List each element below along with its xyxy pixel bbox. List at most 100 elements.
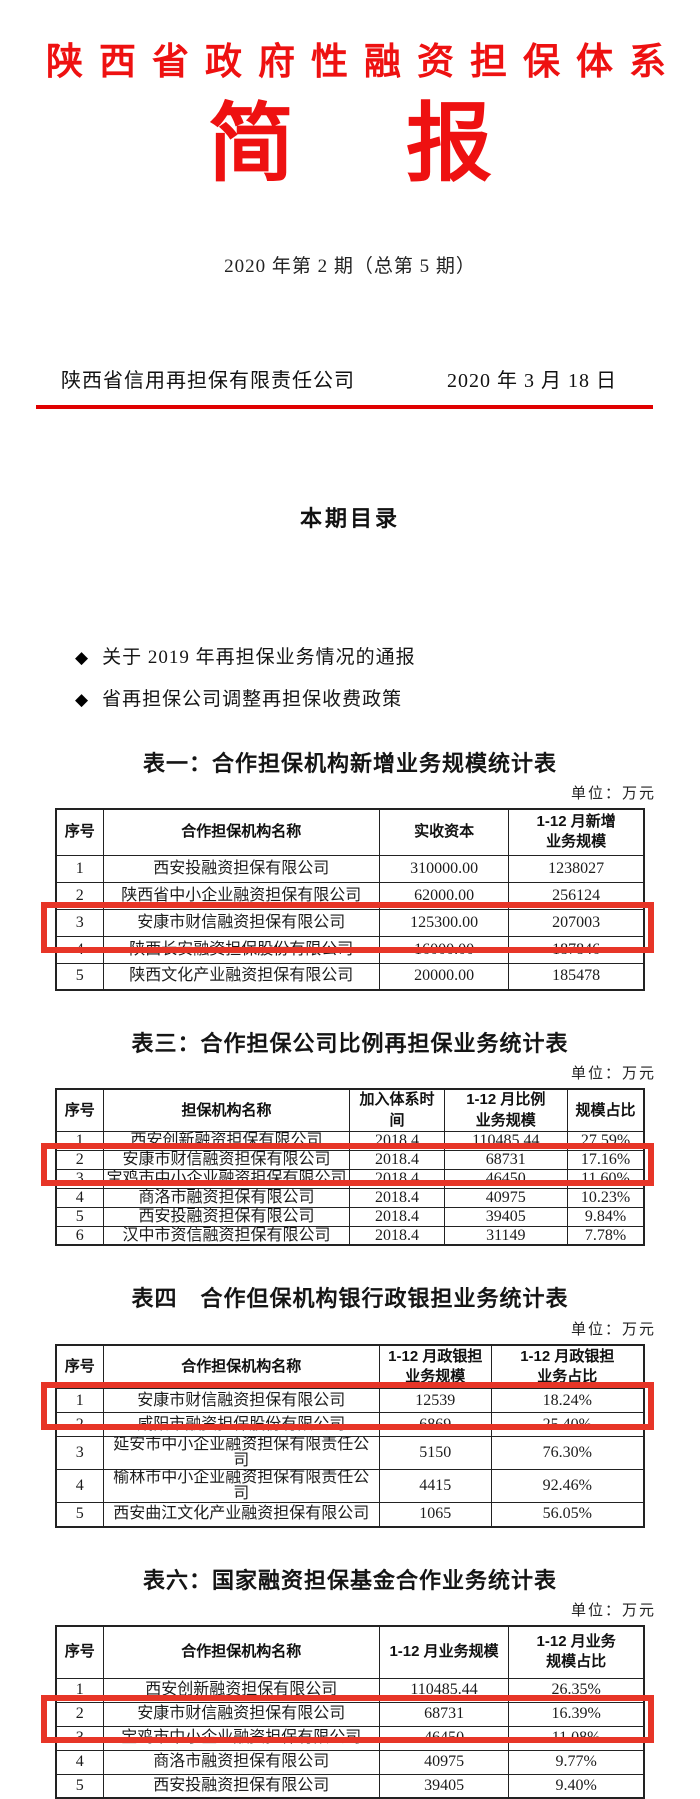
table-cell: 62000.00 (378, 881, 510, 910)
unit-note: 单位：万元 (570, 1321, 656, 1338)
table-cell: 185478 (508, 962, 645, 991)
table-cell: 11.60% (567, 1168, 645, 1189)
table-cell: 16.39% (508, 1701, 645, 1727)
table-cell: 40975 (378, 1749, 510, 1775)
table-row: 3 安康市财信融资担保有限公司 125300.00 207003 (55, 908, 645, 937)
table-cell: 187846 (508, 935, 645, 964)
table-cell: 西安创新融资担保有限公司 (102, 1130, 351, 1151)
table-row: 3 延安市中小企业融资担保有限责任公司 5150 76.30% (55, 1436, 645, 1471)
table-cell: 2018.4 (349, 1187, 445, 1208)
table-cell: 商洛市融资担保有限公司 (102, 1187, 351, 1208)
table-cell: 西安投融资担保有限公司 (102, 854, 380, 883)
table-row: 1 西安创新融资担保有限公司 2018.4 110485.44 27.59% (55, 1130, 645, 1151)
table-cell: 延安市中小企业融资担保有限责任公司 (102, 1436, 380, 1471)
table-cell: 陕西长安融资担保股份有限公司 (102, 935, 380, 964)
table-cell: 商洛市融资担保有限公司 (102, 1749, 380, 1775)
table-title: 表三：合作担保公司比例再担保业务统计表 (131, 1031, 569, 1057)
table-cell: 2 (55, 1412, 104, 1438)
table-cell: 256124 (508, 881, 645, 910)
table-cell: 46450 (378, 1725, 510, 1751)
table-cell: 110485.44 (443, 1130, 569, 1151)
table-cell: 陕西文化产业融资担保有限公司 (102, 962, 380, 991)
table-cell: 56.05% (490, 1502, 645, 1528)
table-row: 3 宝鸡市中小企业融资担保有限公司 46450 11.08% (55, 1725, 645, 1751)
column-header: 合作担保机构名称 (102, 1625, 380, 1679)
unit-note: 单位：万元 (570, 1066, 656, 1083)
table-cell: 68731 (378, 1701, 510, 1727)
table-cell: 2 (55, 1701, 104, 1727)
unit-note: 单位：万元 (570, 1603, 656, 1620)
toc-item: ◆ 省再担保公司调整再担保收费政策 (30, 689, 670, 711)
publisher-row: 陕西省信用再担保有限责任公司 2020 年 3 月 18 日 (36, 364, 653, 409)
table-cell: 16000.00 (378, 935, 510, 964)
column-header: 加入体系时间 (349, 1088, 445, 1132)
column-header: 1-12 月业务 规模占比 (508, 1625, 645, 1679)
column-header: 1-12 月新增 业务规模 (508, 808, 645, 856)
bulletin-page: 陕西省政府性融资担保体系 简 报 2020 年第 2 期（总第 5 期） 陕西省… (30, 0, 670, 1799)
toc-item: ◆ 关于 2019 年再担保业务情况的通报 (30, 647, 670, 669)
table-cell: 76.30% (490, 1436, 645, 1471)
column-header: 序号 (55, 1344, 104, 1390)
table-cell: 安康市财信融资担保有限公司 (102, 1149, 351, 1170)
issue-line: 2020 年第 2 期（总第 5 期） (224, 255, 476, 277)
table-cell: 4415 (378, 1469, 492, 1504)
table-row: 5 陕西文化产业融资担保有限公司 20000.00 185478 (55, 962, 645, 991)
table-row: 3 宝鸡市中小企业融资担保有限公司 2018.4 46450 11.60% (55, 1168, 645, 1189)
table-cell: 1 (55, 1388, 104, 1414)
table-cell: 宝鸡市中小企业融资担保有限公司 (102, 1725, 380, 1751)
table-cell: 9.77% (508, 1749, 645, 1775)
table-cell: 110485.44 (378, 1677, 510, 1703)
data-table: 序号 合作担保机构名称 1-12 月政银担 业务规模 1-12 月政银担 业务占比 1 安… (55, 1343, 645, 1528)
table-cell: 3 (55, 1168, 104, 1189)
table-row: 1 西安投融资担保有限公司 310000.00 1238027 (55, 854, 645, 883)
toc-item-text: 关于 2019 年再担保业务情况的通报 (102, 646, 416, 668)
table-cell: 25.40% (490, 1412, 645, 1438)
table-row: 5 西安曲江文化产业融资担保有限公司 1065 56.05% (55, 1502, 645, 1528)
table-cell: 5 (55, 1502, 104, 1528)
column-header: 序号 (55, 1088, 104, 1132)
table-cell: 26.35% (508, 1677, 645, 1703)
table-cell: 31149 (443, 1225, 569, 1246)
table-cell: 12539 (378, 1388, 492, 1414)
table-cell: 6 (55, 1225, 104, 1246)
table-cell: 西安投融资担保有限公司 (102, 1206, 351, 1227)
diamond-bullet-icon: ◆ (75, 647, 90, 667)
table-wrap: 序号 担保机构名称 加入体系时间 1-12 月比例 业务规模 规模占比 1 西安创新融资担保… (41, 1088, 654, 1247)
table-cell: 3 (55, 1436, 104, 1471)
table-cell: 39405 (378, 1773, 510, 1799)
publisher-name: 陕西省信用再担保有限责任公司 (61, 369, 355, 392)
table-cell: 2018.4 (349, 1225, 445, 1246)
issue-date: 2020 年 3 月 18 日 (447, 369, 617, 392)
table-cell: 3 (55, 1725, 104, 1751)
table-cell: 西安投融资担保有限公司 (102, 1773, 380, 1799)
bulletin-title: 简 报 (30, 98, 670, 189)
table-cell: 榆林市中小企业融资担保有限责任公司 (102, 1469, 380, 1504)
table-cell: 安康市财信融资担保有限公司 (102, 1701, 380, 1727)
column-header: 1-12 月业务规模 (378, 1625, 510, 1679)
table-cell: 68731 (443, 1149, 569, 1170)
masthead: 陕西省政府性融资担保体系 简 报 2020 年第 2 期（总第 5 期） 陕西省… (30, 42, 670, 409)
table-header-row: 序号 合作担保机构名称 1-12 月政银担 业务规模 1-12 月政银担 业务占比 (55, 1344, 645, 1390)
table-row: 2 安康市财信融资担保有限公司 2018.4 68731 17.16% (55, 1149, 645, 1170)
table-section: 表四 合作但保机构银行政银担业务统计表 单位：万元 序号 合作担保机构名称 1-12… (30, 1286, 670, 1528)
table-title: 表六：国家融资担保基金合作业务统计表 (142, 1567, 557, 1593)
table-cell: 18.24% (490, 1388, 645, 1414)
table-cell: 207003 (508, 908, 645, 937)
table-cell: 西安曲江文化产业融资担保有限公司 (102, 1502, 380, 1528)
table-cell: 2 (55, 1149, 104, 1170)
table-cell: 1 (55, 854, 104, 883)
table-cell: 5 (55, 962, 104, 991)
table-cell: 2018.4 (349, 1130, 445, 1151)
table-row: 6 汉中市资信融资担保有限公司 2018.4 31149 7.78% (55, 1225, 645, 1246)
table-cell: 11.08% (508, 1725, 645, 1751)
toc-heading: 本期目录 (299, 505, 400, 531)
column-header: 序号 (55, 808, 104, 856)
table-section: 表一：合作担保机构新增业务规模统计表 单位：万元 序号 合作担保机构名称 实收资本 1… (30, 751, 670, 992)
table-cell: 1065 (378, 1502, 492, 1528)
table-section: 表六：国家融资担保基金合作业务统计表 单位：万元 序号 合作担保机构名称 1-12 … (30, 1568, 670, 1799)
table-cell: 4 (55, 1749, 104, 1775)
table-cell: 安康市财信融资担保有限公司 (102, 908, 380, 937)
table-cell: 安康市财信融资担保有限公司 (102, 1388, 380, 1414)
table-cell: 17.16% (567, 1149, 645, 1170)
